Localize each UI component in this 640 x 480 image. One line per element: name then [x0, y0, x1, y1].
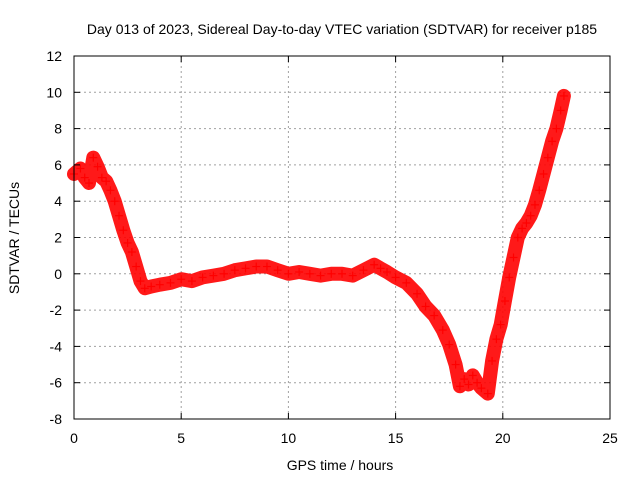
data-point — [460, 375, 469, 384]
data-point — [451, 360, 460, 369]
y-axis-label: SDTVAR / TECUs — [6, 182, 22, 294]
series-band — [67, 88, 571, 401]
data-point — [123, 238, 132, 247]
x-tick-label: 10 — [281, 430, 297, 446]
data-point — [127, 248, 136, 257]
x-tick-label: 20 — [495, 430, 511, 446]
data-point — [500, 297, 509, 306]
data-point — [262, 262, 271, 271]
y-tick-label: 2 — [54, 230, 62, 246]
y-tick-label: 4 — [54, 193, 62, 209]
y-tick-label: 8 — [54, 121, 62, 137]
data-point — [106, 186, 115, 195]
data-point — [477, 384, 486, 393]
data-point — [402, 278, 411, 287]
data-point — [548, 137, 557, 146]
y-tick-label: 0 — [54, 266, 62, 282]
data-point — [89, 153, 98, 162]
data-point — [177, 275, 186, 284]
data-point — [556, 106, 565, 115]
data-point — [115, 211, 124, 220]
data-point — [559, 91, 568, 100]
data-point — [383, 267, 392, 276]
data-point — [391, 273, 400, 282]
data-point — [273, 266, 282, 275]
data-point — [438, 326, 447, 335]
data-point — [102, 177, 111, 186]
data-point — [97, 173, 106, 182]
data-point — [522, 218, 531, 227]
data-point — [464, 380, 473, 389]
y-tick-label: -4 — [50, 338, 63, 354]
data-point — [430, 311, 439, 320]
data-point — [359, 266, 368, 275]
data-point — [198, 273, 207, 282]
data-point — [241, 264, 250, 273]
data-point — [370, 260, 379, 269]
data-point — [413, 289, 422, 298]
data-point — [230, 266, 239, 275]
data-point — [543, 153, 552, 162]
y-tick-label: 10 — [46, 84, 62, 100]
data-point — [147, 282, 156, 291]
data-point — [327, 269, 336, 278]
data-point — [376, 264, 385, 273]
data-point — [505, 273, 514, 282]
data-point — [535, 186, 544, 195]
x-tick-label: 25 — [602, 430, 618, 446]
data-point — [140, 284, 149, 293]
data-point — [526, 211, 535, 220]
data-point — [518, 224, 527, 233]
grid-layer — [74, 56, 610, 419]
data-point — [295, 267, 304, 276]
x-tick-label: 0 — [70, 430, 78, 446]
chart-title: Day 013 of 2023, Sidereal Day-to-day VTE… — [87, 21, 597, 37]
data-point — [455, 382, 464, 391]
tick-layer: 0 5 10 15 20 25 -8 -6 -4 -2 0 2 4 6 8 10 12 — [46, 48, 618, 446]
y-tick-label: -8 — [50, 411, 63, 427]
data-point — [488, 356, 497, 365]
data-point — [348, 271, 357, 280]
data-point — [445, 340, 454, 349]
data-point — [187, 277, 196, 286]
y-tick-label: -6 — [50, 375, 63, 391]
data-point — [338, 269, 346, 278]
data-point — [136, 277, 145, 286]
x-tick-label: 15 — [388, 430, 404, 446]
data-point — [76, 164, 85, 173]
data-point — [468, 371, 477, 380]
data-point — [316, 271, 325, 280]
data-point — [473, 378, 482, 387]
data-point — [513, 233, 522, 242]
data-point — [305, 269, 314, 278]
data-point — [284, 269, 293, 278]
data-point — [119, 226, 128, 235]
data-point — [483, 389, 492, 398]
data-point — [85, 179, 94, 188]
series-layer — [67, 88, 571, 401]
data-point — [132, 262, 141, 271]
data-point — [552, 124, 561, 133]
data-point — [530, 200, 539, 209]
data-point — [509, 253, 518, 262]
y-tick-label: 12 — [46, 48, 62, 64]
x-axis-label: GPS time / hours — [287, 457, 394, 473]
data-point — [80, 173, 89, 182]
data-point — [539, 169, 548, 178]
data-point — [252, 262, 261, 271]
data-point — [155, 280, 164, 289]
data-point — [220, 269, 229, 278]
data-point — [209, 271, 218, 280]
y-tick-label: 6 — [54, 157, 62, 173]
y-tick-label: -2 — [50, 302, 63, 318]
data-point — [110, 197, 119, 206]
x-tick-label: 5 — [177, 430, 185, 446]
data-point — [166, 278, 175, 287]
data-point — [492, 335, 501, 344]
data-point — [93, 162, 102, 171]
data-point — [421, 302, 430, 311]
data-point — [496, 320, 505, 329]
